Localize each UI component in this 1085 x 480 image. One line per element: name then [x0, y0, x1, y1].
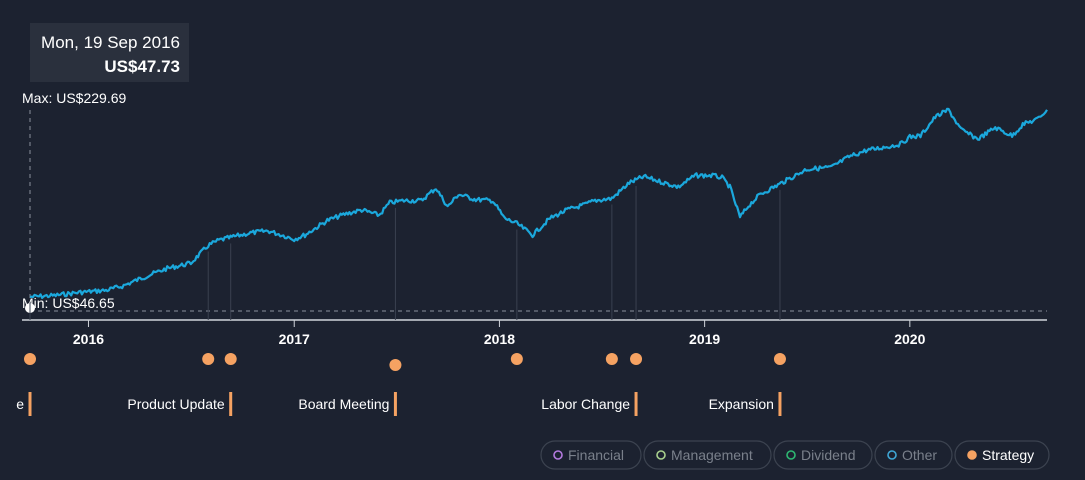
legend-swatch — [967, 450, 977, 460]
x-tick-label: 2016 — [73, 331, 104, 347]
legend-button-frame — [874, 440, 953, 470]
legend-swatch — [887, 450, 897, 460]
event-marker-dot[interactable] — [389, 359, 402, 371]
legend-swatch — [656, 450, 666, 460]
tooltip: Mon, 19 Sep 2016 US$47.73 — [30, 23, 189, 82]
legend-swatch — [553, 450, 563, 460]
event-marker-dot[interactable] — [24, 353, 36, 365]
event-marker-dot[interactable] — [510, 353, 523, 365]
legend-button-frame — [954, 440, 1050, 470]
event-label[interactable]: Expansion — [709, 396, 774, 412]
event-marker-dot[interactable] — [202, 353, 215, 365]
event-label-bar — [778, 392, 782, 416]
event-label[interactable]: Labor Change — [541, 396, 630, 412]
legend-button-frame — [773, 440, 873, 470]
plot-layer — [25, 107, 1048, 313]
min-label: Min: US$46.65 — [22, 295, 115, 311]
legend-label: Strategy — [982, 447, 1034, 463]
event-label-bar — [28, 392, 32, 416]
x-tick-label: 2020 — [894, 331, 925, 347]
event-label[interactable]: e — [16, 396, 24, 412]
tooltip-date: Mon, 19 Sep 2016 — [41, 33, 180, 52]
legend-label: Management — [671, 447, 753, 463]
legend: Financial Management Dividend Other Strategy — [540, 440, 1050, 470]
legend-toggle-other[interactable]: Other — [874, 440, 953, 470]
tooltip-price: US$47.73 — [104, 57, 180, 76]
legend-toggle-financial[interactable]: Financial — [540, 440, 642, 470]
event-label-bar — [229, 392, 233, 416]
event-label-bar — [393, 392, 397, 416]
x-axis: 2016 2017 2018 2019 2020 — [22, 319, 1047, 347]
legend-label: Other — [902, 447, 937, 463]
legend-label: Dividend — [801, 447, 855, 463]
legend-toggle-dividend[interactable]: Dividend — [773, 440, 873, 470]
legend-button-frame — [643, 440, 772, 470]
event-label-bar — [634, 392, 638, 416]
event-marker-dot[interactable] — [605, 353, 618, 365]
event-label[interactable]: Product Update — [127, 396, 224, 412]
event-marker-dot[interactable] — [224, 353, 237, 365]
legend-toggle-management[interactable]: Management — [643, 440, 772, 470]
max-label: Max: US$229.69 — [22, 90, 126, 106]
x-tick-label: 2017 — [279, 331, 310, 347]
event-marker-dot[interactable] — [773, 353, 786, 365]
price-series-line — [29, 107, 1048, 299]
event-marker-dot[interactable] — [630, 353, 643, 365]
x-tick-label: 2018 — [484, 331, 515, 347]
tooltip-box — [30, 23, 189, 82]
event-markers: e Product Update Board Meeting Labor Change… — [16, 185, 786, 416]
event-label[interactable]: Board Meeting — [298, 396, 389, 412]
legend-button-frame — [540, 440, 642, 470]
x-tick-label: 2019 — [689, 331, 720, 347]
legend-swatch — [786, 450, 796, 460]
legend-toggle-strategy[interactable]: Strategy — [954, 440, 1050, 470]
legend-label: Financial — [568, 447, 624, 463]
